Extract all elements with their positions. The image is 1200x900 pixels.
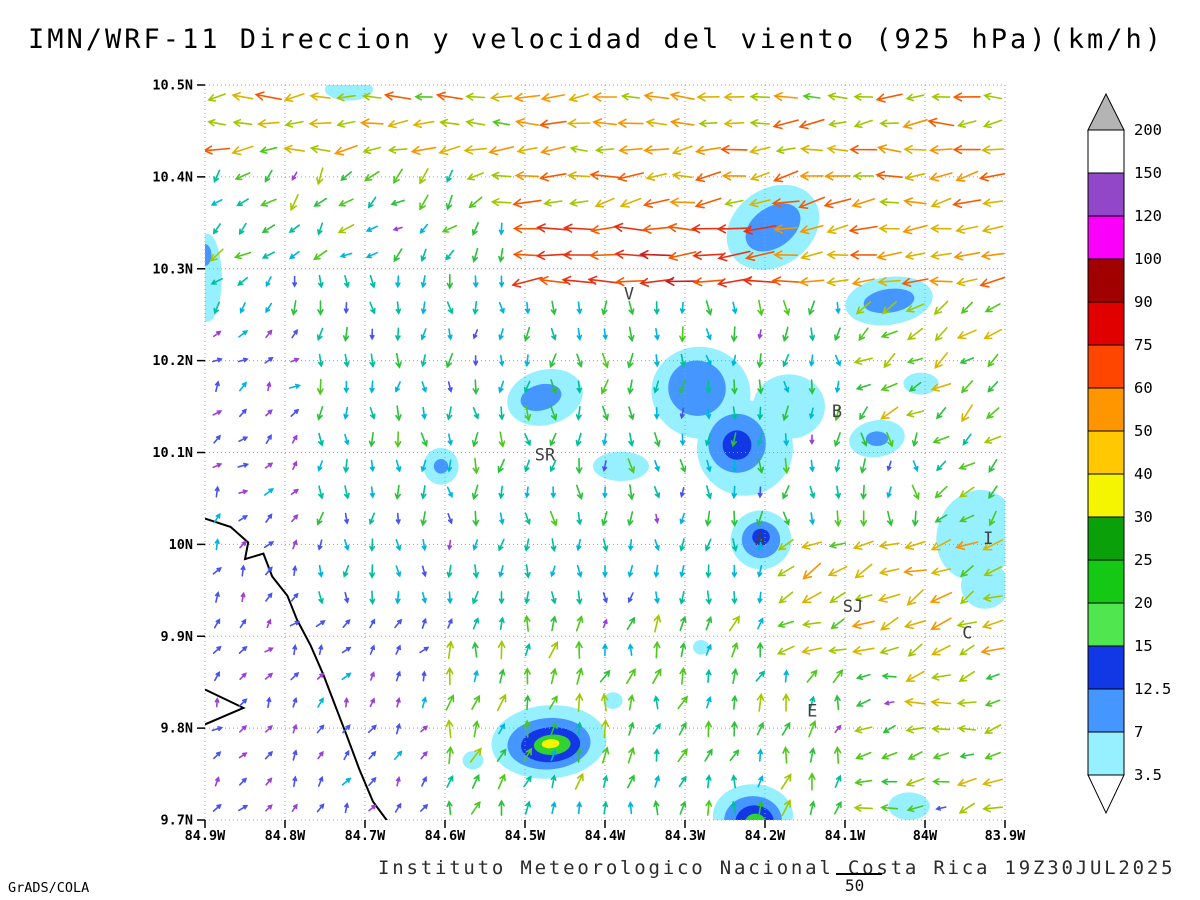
svg-text:84W: 84W <box>913 828 938 844</box>
svg-text:120: 120 <box>1134 207 1162 225</box>
svg-text:20: 20 <box>1134 594 1153 612</box>
svg-text:84.2W: 84.2W <box>745 828 787 844</box>
colorbar <box>1087 92 1125 815</box>
svg-text:83.9W: 83.9W <box>985 828 1027 844</box>
footer-institute: Instituto Meteorologico Nacional Costa R… <box>378 857 1176 879</box>
svg-text:84.4W: 84.4W <box>585 828 627 844</box>
svg-text:60: 60 <box>1134 379 1153 397</box>
svg-text:10.4N: 10.4N <box>152 169 193 185</box>
svg-text:7: 7 <box>1134 723 1143 741</box>
svg-text:3.5: 3.5 <box>1134 766 1162 784</box>
colorbar-labels: 200 150 120 100 90 75 60 50 40 30 25 20 15 12.5 7 3.5 <box>1134 121 1171 784</box>
svg-text:50: 50 <box>1134 422 1153 440</box>
svg-text:E: E <box>807 702 817 722</box>
svg-text:9.8N: 9.8N <box>160 721 193 737</box>
svg-text:150: 150 <box>1134 164 1162 182</box>
svg-text:10.1N: 10.1N <box>152 445 193 461</box>
axis-labels: 10.5N 10.4N 10.3N 10.2N 10.1N 10N 9.9N 9.8N 9.7N… <box>152 78 1026 845</box>
svg-text:A: A <box>755 530 765 550</box>
plot-title: IMN/WRF-11 Direccion y velocidad del vie… <box>28 24 1165 55</box>
svg-text:10.3N: 10.3N <box>152 261 193 277</box>
overlay-label-50: 50 <box>845 876 865 895</box>
svg-text:100: 100 <box>1134 250 1162 268</box>
svg-text:C: C <box>962 624 972 644</box>
svg-text:SJ: SJ <box>843 597 863 617</box>
svg-text:90: 90 <box>1134 293 1153 311</box>
grads-credit: GrADS/COLA <box>8 880 90 896</box>
svg-text:SR: SR <box>535 445 556 465</box>
station-labels: V B SR A SJ C E I <box>535 285 994 722</box>
svg-text:I: I <box>983 529 993 549</box>
svg-text:84.1W: 84.1W <box>825 828 867 844</box>
svg-text:12.5: 12.5 <box>1134 680 1171 698</box>
svg-text:84.5W: 84.5W <box>505 828 547 844</box>
svg-text:10.5N: 10.5N <box>152 78 193 94</box>
svg-text:B: B <box>832 402 842 422</box>
graticule <box>204 84 1006 821</box>
svg-text:10N: 10N <box>169 537 193 553</box>
footer-underline-mark <box>836 873 882 875</box>
svg-text:40: 40 <box>1134 465 1153 483</box>
axis-ticks <box>197 84 1006 828</box>
svg-text:10.2N: 10.2N <box>152 353 193 369</box>
svg-text:84.6W: 84.6W <box>425 828 467 844</box>
svg-text:84.8W: 84.8W <box>265 828 307 844</box>
svg-text:25: 25 <box>1134 551 1153 569</box>
svg-text:84.7W: 84.7W <box>345 828 387 844</box>
svg-text:200: 200 <box>1134 121 1162 139</box>
wind-speed-shading <box>205 85 1005 820</box>
wind-vectors <box>205 91 1005 817</box>
svg-text:75: 75 <box>1134 336 1153 354</box>
svg-text:84.3W: 84.3W <box>665 828 707 844</box>
coastline <box>205 517 389 820</box>
svg-text:30: 30 <box>1134 508 1153 526</box>
svg-text:9.9N: 9.9N <box>160 629 193 645</box>
svg-text:84.9W: 84.9W <box>185 828 227 844</box>
svg-text:15: 15 <box>1134 637 1153 655</box>
svg-text:V: V <box>624 285 634 305</box>
svg-text:9.7N: 9.7N <box>160 813 193 829</box>
